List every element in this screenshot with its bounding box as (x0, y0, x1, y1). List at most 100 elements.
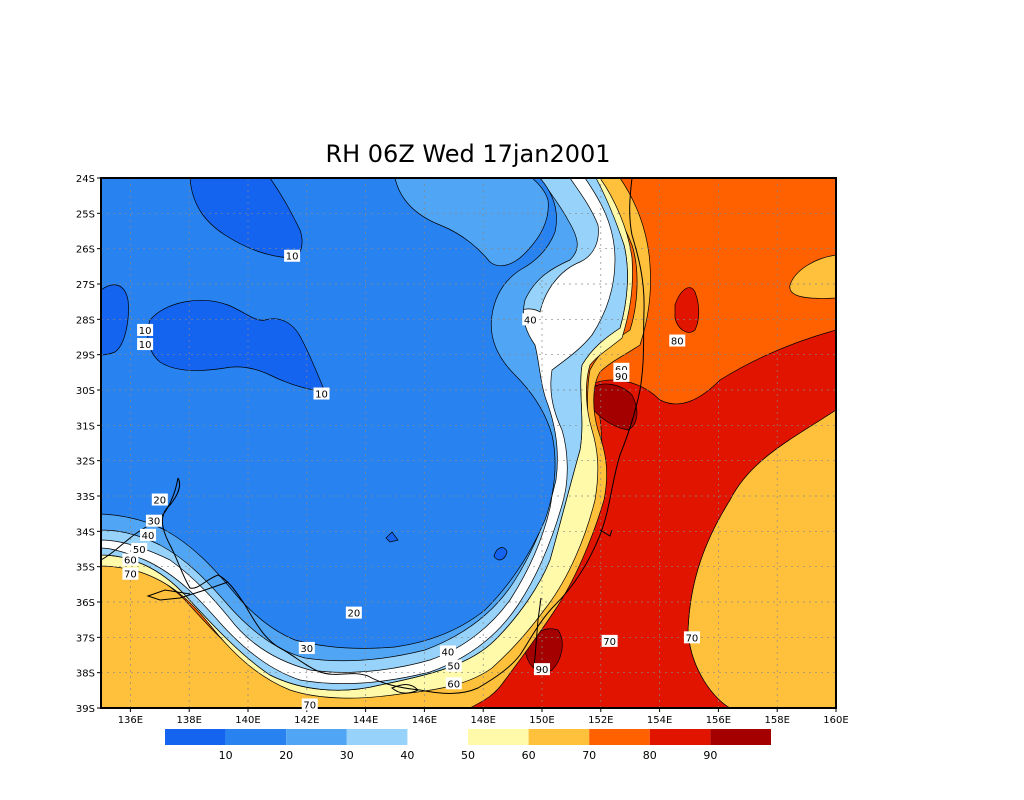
contour-labels: 1010101040806090203040506070203040506070… (122, 249, 700, 711)
contour-label: 70 (301, 698, 318, 711)
lat-tick-label: 33S (76, 492, 95, 503)
lat-tick-label: 39S (76, 704, 95, 715)
lat-tick-label: 28S (76, 315, 95, 326)
contour-label-text: 70 (303, 700, 316, 711)
contour-label-text: 30 (300, 644, 313, 655)
contour-label-bg (683, 631, 700, 644)
contour-label-bg (151, 493, 168, 506)
contour-label-bg (669, 334, 686, 347)
rh-region-c100-7 (589, 383, 638, 431)
contour-label: 40 (439, 645, 456, 658)
colorbar-swatch (286, 729, 347, 745)
lon-tick-label: 140E (235, 715, 260, 726)
longitude-axis: 136E 138E 140E 142E 144E 146E 148E 150E 152E 154E… (118, 708, 849, 726)
coastline-segment-3 (146, 581, 229, 601)
contour-label: 10 (137, 323, 154, 337)
contour-label-bg (445, 677, 462, 690)
contour-label-bg (284, 249, 301, 262)
contour-label-bg (345, 606, 362, 619)
colorbar-swatch (528, 729, 590, 745)
lat-tick-label: 31S (76, 421, 95, 432)
contour-label-bg (122, 553, 139, 566)
lon-tick-label: 142E (294, 715, 319, 726)
contour-label-bg (522, 313, 539, 326)
contour-label-text: 70 (603, 637, 616, 648)
lat-tick-label: 37S (76, 633, 95, 644)
contour-label: 10 (137, 338, 154, 351)
contour-label-bg (145, 514, 162, 527)
contour-label: 90 (534, 663, 550, 676)
lon-tick-label: 148E (470, 715, 495, 726)
contour-label: 70 (122, 567, 139, 581)
lat-tick-label: 27S (76, 280, 95, 291)
lat-tick-label: 38S (76, 669, 95, 680)
contour-label-text: 70 (124, 570, 137, 581)
coastline-segment-5 (533, 597, 542, 669)
coastline (101, 178, 645, 694)
rh-region-c90-6 (674, 287, 700, 333)
lat-tick-label: 34S (76, 527, 95, 538)
contour-label: 60 (445, 677, 462, 690)
coastline-segment-6 (599, 529, 613, 537)
contour-label: 50 (445, 659, 462, 673)
lon-tick-label: 158E (764, 715, 789, 726)
lon-tick-label: 160E (823, 715, 848, 726)
colorbar-label: 50 (461, 749, 475, 762)
contour-label: 90 (613, 369, 630, 383)
contour-label: 80 (669, 334, 686, 348)
contour-label-text: 60 (124, 556, 137, 567)
contour-label-bg (534, 663, 550, 676)
contour-label: 50 (131, 543, 148, 556)
colorbar-label: 80 (643, 749, 657, 762)
contour-label-bg (601, 634, 618, 647)
contour-label-bg (122, 567, 139, 580)
contour-label-text: 70 (686, 633, 699, 644)
rh-region-c70-3 (789, 254, 836, 299)
contour-label-text: 90 (615, 372, 628, 383)
contour-label-text: 10 (139, 326, 152, 337)
lat-tick-label: 35S (76, 563, 95, 574)
contour-label-text: 10 (286, 252, 299, 263)
colorbar-label: 40 (400, 749, 414, 762)
map-gridlines (101, 178, 836, 708)
colorbar-swatch (649, 729, 711, 745)
contour-label-bg (613, 369, 630, 382)
contour-label: 20 (151, 493, 168, 507)
latitude-axis: 24S 25S 26S 27S 28S 29S 30S 31S 32S 33S 34S 35S 36S 3… (76, 174, 101, 715)
contour-label: 70 (683, 631, 700, 644)
lon-tick-label: 156E (706, 715, 731, 726)
colorbar-swatch (225, 729, 287, 745)
contour-label: 10 (284, 249, 301, 263)
lat-tick-label: 29S (76, 351, 95, 362)
lon-tick-label: 154E (647, 715, 672, 726)
contour-label-text: 50 (133, 545, 146, 556)
coastline-segment-0 (217, 178, 645, 694)
contour-label: 30 (145, 514, 162, 528)
colorbar-label: 70 (582, 749, 596, 762)
contour-label-bg (131, 543, 148, 555)
lon-tick-label: 136E (118, 715, 143, 726)
colorbar-swatch (346, 729, 408, 745)
contour-label: 40 (522, 313, 539, 326)
colorbar-swatch (165, 729, 226, 745)
contour-label-bg (140, 528, 157, 541)
contour-label-text: 40 (142, 531, 155, 542)
contour-label-bg (301, 698, 318, 711)
contour-label: 70 (601, 634, 618, 648)
lat-tick-label: 32S (76, 457, 95, 468)
contour-label-text: 30 (148, 517, 161, 528)
contour-label: 10 (313, 387, 330, 401)
lat-tick-label: 36S (76, 598, 95, 609)
rh-region-c20-14 (101, 178, 557, 649)
rh-fill-layers (101, 178, 836, 708)
contour-label-text: 20 (347, 609, 360, 620)
colorbar-swatch (468, 729, 529, 745)
rh-region-c10-16 (101, 284, 129, 356)
contour-label-bg (298, 641, 315, 654)
contour-label-text: 80 (671, 337, 684, 348)
colorbar-label: 20 (279, 749, 293, 762)
contour-label-text: 10 (315, 390, 328, 401)
colorbar-label: 10 (219, 749, 233, 762)
contour-label: 20 (345, 606, 362, 620)
